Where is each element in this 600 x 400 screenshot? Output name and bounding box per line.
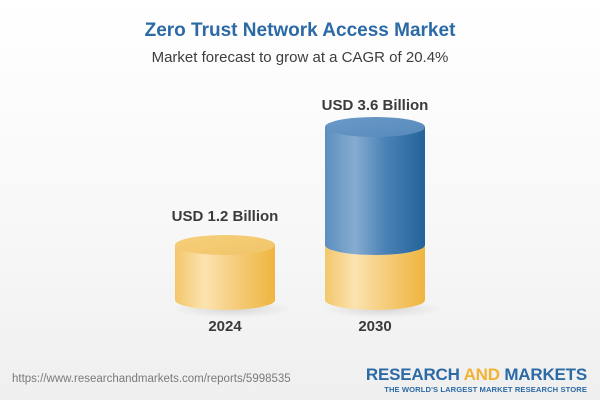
bar-2030	[322, 117, 442, 318]
logo-wordmark: RESEARCH AND MARKETS	[366, 366, 587, 383]
value-label-2024: USD 1.2 Billion	[171, 208, 279, 225]
source-url: https://www.researchandmarkets.com/repor…	[12, 373, 291, 385]
bar-2024	[172, 235, 292, 318]
logo-word-markets: MARKETS	[499, 365, 587, 384]
chart-title: Zero Trust Network Access Market	[144, 20, 456, 41]
logo-word-and: AND	[463, 365, 500, 384]
logo-tagline: THE WORLD'S LARGEST MARKET RESEARCH STOR…	[384, 385, 587, 394]
year-label-2030: 2030	[358, 318, 392, 335]
value-label-2030: USD 3.6 Billion	[321, 97, 429, 114]
chart-subtitle: Market forecast to grow at a CAGR of 20.…	[151, 49, 449, 66]
research-and-markets-logo: RESEARCH AND MARKETS THE WORLD'S LARGEST…	[366, 366, 587, 394]
year-label-2024: 2024	[208, 318, 242, 335]
logo-word-research: RESEARCH	[365, 365, 464, 384]
